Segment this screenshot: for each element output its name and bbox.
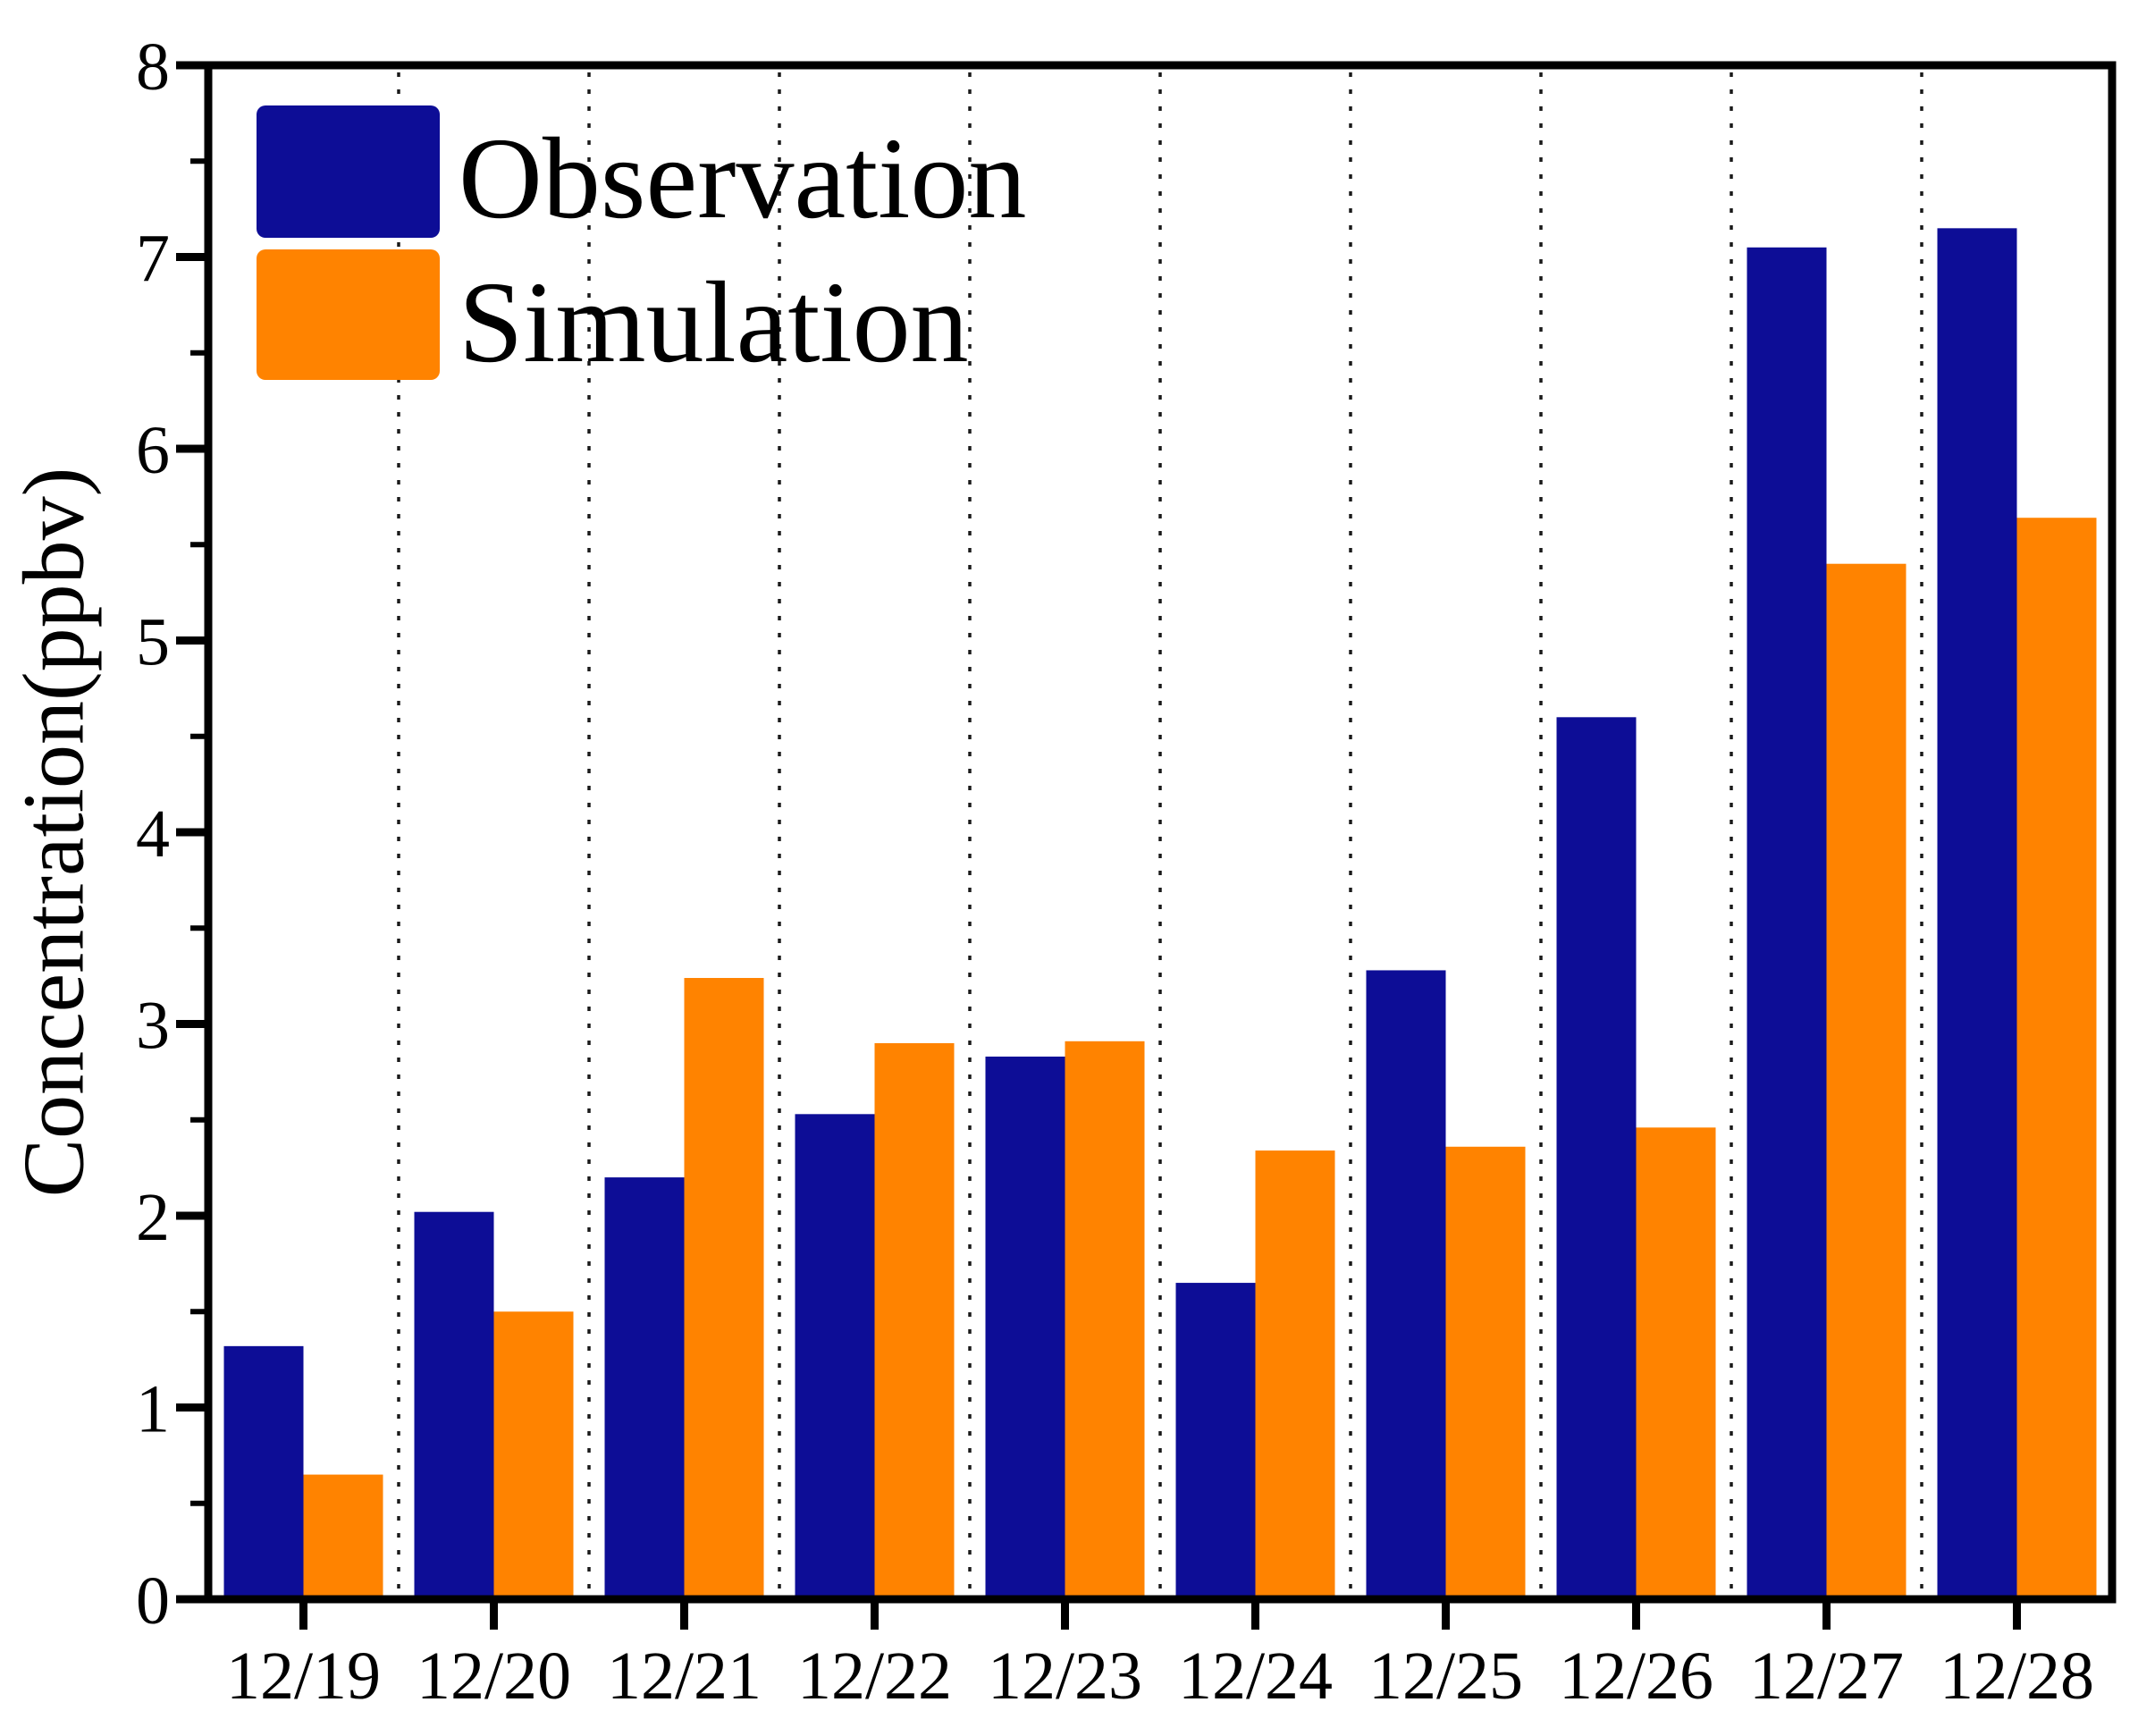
- x-axis-tick-label: 12/21: [607, 1639, 762, 1714]
- y-axis-tick-label: 0: [136, 1563, 170, 1639]
- plot-frame: [204, 61, 2117, 1604]
- legend-swatch-observation: [257, 105, 440, 238]
- bar-simulation-12/22: [874, 1042, 955, 1599]
- x-axis-ticks: [299, 1603, 2021, 1630]
- legend-swatch-simulation: [257, 249, 440, 380]
- y-axis-tick-label: 2: [136, 1180, 170, 1255]
- y-axis-tick-label: 7: [136, 222, 170, 297]
- bar-observation-12/20: [414, 1211, 494, 1599]
- bar-simulation-12/19: [303, 1474, 383, 1599]
- x-axis-tick-label: 12/22: [797, 1639, 952, 1714]
- bar-simulation-12/24: [1255, 1150, 1335, 1599]
- x-axis-tick-label: 12/24: [1178, 1639, 1333, 1714]
- bar-observation-12/27: [1747, 247, 1827, 1599]
- x-axis-tick-label: 12/27: [1749, 1639, 1904, 1714]
- bar-groups: [223, 228, 2097, 1600]
- y-axis-ticks: [176, 61, 205, 1604]
- x-axis-tick-label: 12/20: [417, 1639, 571, 1714]
- y-axis-tick-labels: 0 1 2 3 4 5 6 7 8: [136, 29, 170, 1639]
- bar-simulation-12/26: [1636, 1127, 1716, 1599]
- legend: Observation Simulation: [257, 105, 1026, 387]
- y-axis-tick-label: 3: [136, 989, 170, 1064]
- x-axis-tick-label: 12/23: [988, 1639, 1142, 1714]
- x-axis-tick-label: 12/19: [226, 1639, 381, 1714]
- bar-observation-12/19: [223, 1345, 304, 1599]
- legend-label-observation: Observation: [459, 114, 1026, 243]
- bar-observation-12/28: [1937, 228, 2017, 1600]
- x-axis-tick-labels: 12/19 12/20 12/21 12/22 12/23 12/24 12/25 12/26…: [226, 1639, 2094, 1714]
- bar-simulation-12/27: [1826, 563, 1907, 1600]
- bar-observation-12/24: [1175, 1283, 1256, 1599]
- bar-simulation-12/25: [1445, 1146, 1526, 1599]
- y-axis-tick-label: 6: [136, 413, 170, 488]
- y-axis-title: Concentration(ppbv): [5, 468, 102, 1197]
- bar-observation-12/25: [1366, 970, 1446, 1599]
- x-axis-tick-label: 12/25: [1368, 1639, 1523, 1714]
- bar-observation-12/26: [1556, 717, 1637, 1599]
- legend-label-simulation: Simulation: [459, 258, 969, 387]
- y-axis-tick-label: 8: [136, 29, 170, 105]
- y-axis-tick-label: 5: [136, 605, 170, 680]
- bar-observation-12/21: [604, 1177, 685, 1599]
- x-axis-tick-label: 12/28: [1940, 1639, 2094, 1714]
- y-axis-tick-label: 1: [136, 1372, 170, 1447]
- bar-observation-12/23: [985, 1056, 1065, 1599]
- y-axis-tick-label: 4: [136, 796, 170, 872]
- x-axis-tick-label: 12/26: [1559, 1639, 1713, 1714]
- bar-simulation-12/20: [493, 1311, 574, 1599]
- bar-simulation-12/28: [2016, 518, 2097, 1599]
- bar-observation-12/22: [795, 1114, 875, 1599]
- bar-simulation-12/21: [684, 978, 764, 1599]
- bar-simulation-12/23: [1065, 1041, 1145, 1599]
